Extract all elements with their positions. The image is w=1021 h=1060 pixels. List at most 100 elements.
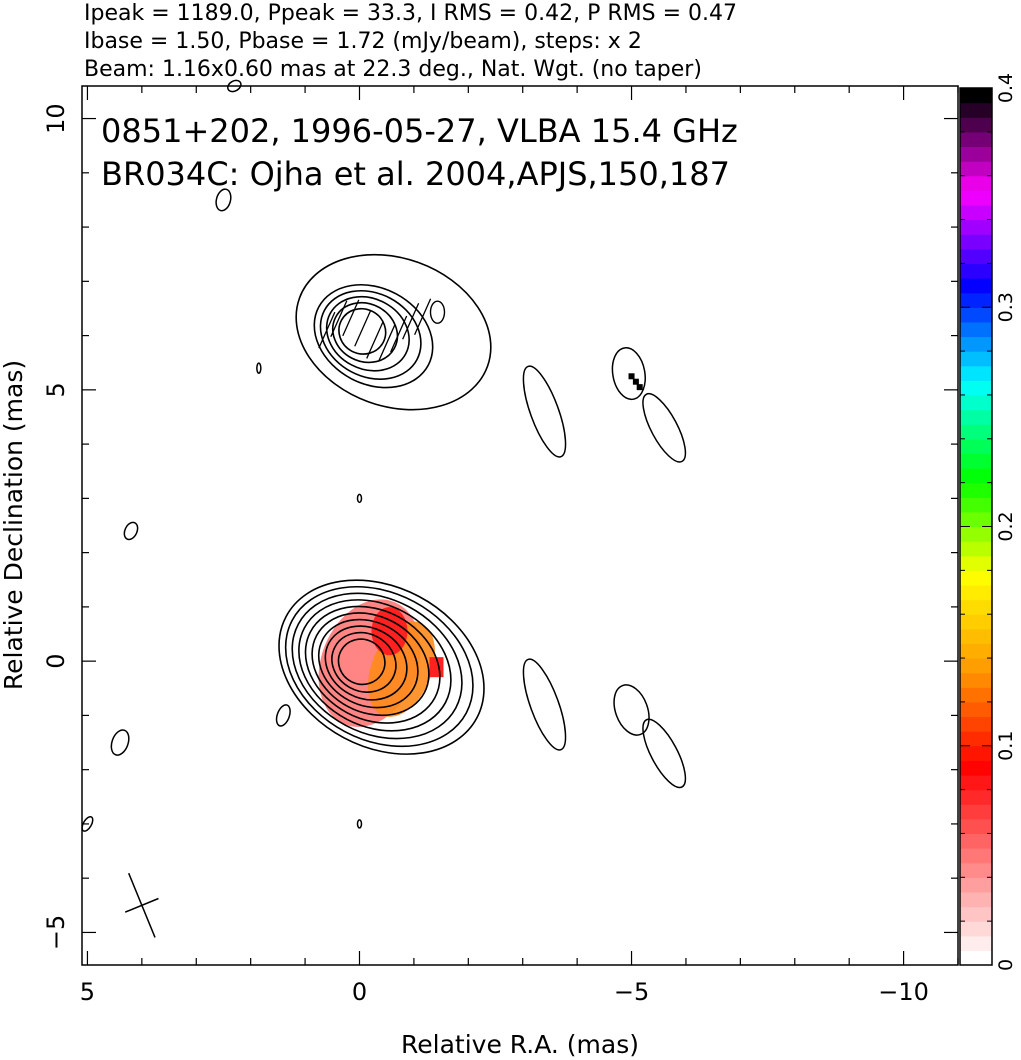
- contour-ring: [324, 625, 408, 701]
- colorbar-swatch: [960, 628, 992, 645]
- colorbar-swatch: [960, 292, 992, 308]
- contour-ring: [611, 347, 646, 401]
- colorbar-tick-label: 0.1: [995, 731, 1017, 761]
- contour-ring: [81, 815, 94, 832]
- colorbar-swatch: [960, 658, 992, 674]
- polarization-tick: [628, 373, 635, 380]
- colorbar-swatch: [960, 526, 992, 542]
- colorbar-swatch: [960, 745, 992, 761]
- plot-area: 5 0 −5 −10 −5 0 5 10: [42, 79, 959, 1006]
- colorbar-swatch: [960, 877, 992, 893]
- colorbar-swatch: [960, 424, 992, 440]
- colorbar-swatch: [960, 88, 992, 104]
- y-tick-label: 10: [42, 103, 70, 134]
- colorbar-swatch: [960, 365, 992, 381]
- colorbar-swatch: [960, 555, 992, 571]
- contours-lower-image: [278, 579, 485, 755]
- colorbar-swatch: [960, 380, 992, 396]
- colorbar-swatch: [960, 409, 992, 425]
- polarized-flux-region: [371, 607, 408, 656]
- polarization-tick: [414, 298, 432, 336]
- y-axis-ticks: −5 0 5 10: [42, 103, 958, 950]
- annotation-line-2: BR034C: Ojha et al. 2004,APJS,150,187: [101, 155, 730, 193]
- x-tick-label: −5: [614, 978, 649, 1006]
- colorbar-swatch: [960, 774, 992, 791]
- colorbar-swatch: [960, 789, 992, 805]
- contour-ring: [295, 253, 492, 411]
- colorbar-swatch: [960, 482, 992, 498]
- colorbar-swatch: [960, 321, 992, 338]
- plot-frame: [81, 85, 959, 966]
- colorbar-swatch: [960, 818, 992, 835]
- colorbar-tick-label: 0.3: [995, 292, 1017, 322]
- colorbar-swatch: [960, 146, 992, 162]
- x-tick-label: 5: [80, 978, 95, 1006]
- colorbar-tick-label: 0.2: [995, 511, 1017, 541]
- contour-ring: [338, 307, 387, 355]
- contours-faint: [81, 79, 687, 832]
- contour-ring: [304, 605, 441, 724]
- colorbar-swatch: [960, 950, 992, 966]
- contour-ring: [284, 585, 474, 748]
- colorbar-swatch: [960, 468, 992, 484]
- colorbar-swatch: [960, 131, 992, 148]
- colorbar-swatch: [960, 263, 992, 279]
- colorbar-swatch: [960, 161, 992, 177]
- colorbar-tick-label: 0: [995, 959, 1017, 971]
- colorbar-tick-label: 0.4: [995, 73, 1017, 103]
- contour-ring: [278, 579, 485, 755]
- colorbar-swatch: [960, 541, 992, 557]
- contour-ring: [311, 612, 430, 717]
- colorbar-swatch: [960, 307, 992, 323]
- colorbar-swatch: [960, 804, 992, 820]
- polarization-tick: [318, 311, 336, 349]
- contour-ring: [332, 301, 399, 364]
- polarization-tick: [636, 384, 643, 391]
- contour-ring: [522, 658, 567, 751]
- contour-ring: [275, 704, 291, 727]
- colorbar-swatch: [960, 511, 992, 528]
- colorbar-swatch: [960, 716, 992, 732]
- contour-ring: [429, 300, 446, 324]
- colorbar-swatch: [960, 643, 992, 659]
- colorbar-swatch: [960, 278, 992, 294]
- polarization-tick: [390, 315, 408, 353]
- contour-ring: [613, 684, 650, 736]
- colorbar-swatch: [960, 204, 992, 221]
- colorbar-swatch: [960, 687, 992, 703]
- colorbar-swatch: [960, 935, 992, 951]
- colorbar-swatch: [960, 891, 992, 908]
- polarization-tick: [342, 299, 360, 337]
- contour-ring: [291, 592, 463, 740]
- colorbar-swatch: [960, 453, 992, 469]
- y-tick-label: −5: [42, 915, 70, 950]
- colorbar-swatch: [960, 599, 992, 615]
- polarization-tick: [402, 302, 420, 340]
- contour-ring: [256, 362, 262, 374]
- contour-ring: [325, 295, 410, 372]
- colorbar-swatch: [960, 584, 992, 601]
- colorbar-swatch: [960, 219, 992, 235]
- contour-ring: [337, 638, 386, 686]
- contour-ring: [642, 718, 687, 789]
- contour-ring: [522, 365, 567, 458]
- colorbar-swatch: [960, 906, 992, 922]
- colorbar-swatch: [960, 833, 992, 849]
- annotation-line-1: 0851+202, 1996-05-27, VLBA 15.4 GHz: [101, 112, 738, 150]
- colorbar-swatch: [960, 248, 992, 264]
- colorbar-swatch: [960, 336, 992, 352]
- x-tick-label: −10: [878, 978, 929, 1006]
- contour-ring: [215, 188, 232, 212]
- colorbar-swatch: [960, 102, 992, 118]
- y-axis-label: Relative Declination (mas): [0, 360, 28, 690]
- colorbar-swatch: [960, 672, 992, 688]
- x-tick-label: 0: [352, 978, 367, 1006]
- beam-marker: [124, 872, 159, 938]
- y-tick-label: 0: [42, 654, 70, 669]
- x-axis-label: Relative R.A. (mas): [401, 1030, 639, 1059]
- colorbar-swatch: [960, 175, 992, 191]
- colorbar-swatch: [960, 848, 992, 864]
- contour-ring: [642, 392, 687, 463]
- y-tick-label: 5: [42, 382, 70, 397]
